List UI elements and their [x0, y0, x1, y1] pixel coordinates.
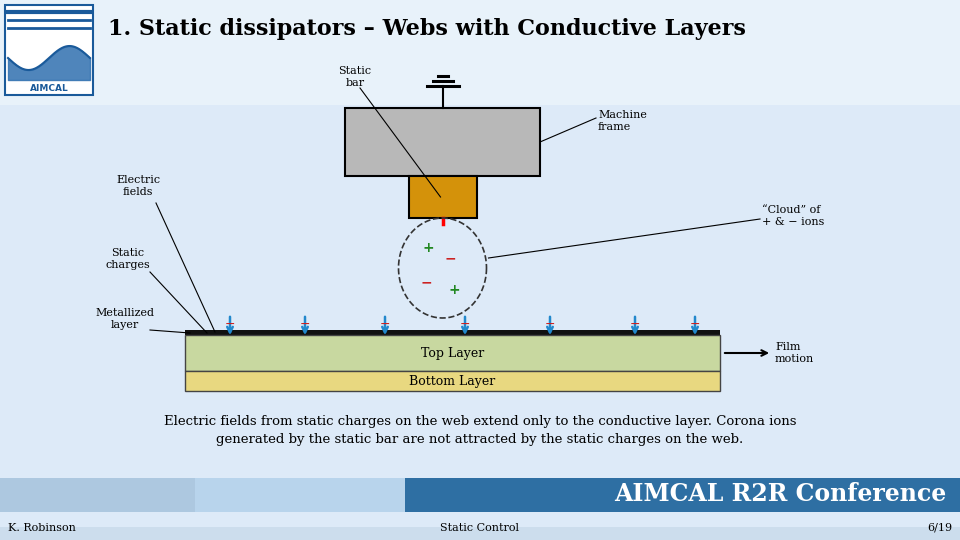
Bar — [0, 478, 195, 512]
Text: Electric fields from static charges on the web extend only to the conductive lay: Electric fields from static charges on t… — [164, 415, 796, 446]
Text: +: + — [448, 283, 460, 297]
Bar — [409, 176, 476, 218]
Text: 1. Static dissipators – Webs with Conductive Layers: 1. Static dissipators – Webs with Conduc… — [108, 18, 746, 40]
Text: Bottom Layer: Bottom Layer — [409, 375, 495, 388]
Text: −: − — [689, 318, 700, 330]
Bar — [185, 330, 720, 335]
Text: “Cloud” of
+ & − ions: “Cloud” of + & − ions — [762, 205, 825, 227]
Text: Static Control: Static Control — [441, 523, 519, 533]
Text: Metallized
layer: Metallized layer — [95, 308, 155, 329]
Text: −: − — [380, 318, 391, 330]
Text: AIMCAL R2R Conference: AIMCAL R2R Conference — [613, 482, 947, 506]
Text: Static
bar: Static bar — [339, 66, 372, 88]
Text: +: + — [422, 241, 434, 255]
Bar — [195, 478, 405, 512]
Text: Top Layer: Top Layer — [420, 347, 484, 360]
Bar — [185, 335, 720, 371]
Bar — [185, 371, 720, 391]
Text: −: − — [225, 318, 235, 330]
Text: Static
charges: Static charges — [106, 248, 151, 269]
Text: −: − — [460, 318, 470, 330]
Bar — [405, 478, 960, 512]
Text: AIMCAL: AIMCAL — [30, 84, 68, 93]
Text: −: − — [444, 251, 456, 265]
Text: Film
motion: Film motion — [775, 342, 814, 364]
Text: Electric
fields: Electric fields — [116, 175, 160, 197]
Bar — [0, 105, 960, 475]
Bar — [5, 5, 93, 95]
Bar — [0, 0, 960, 105]
Text: −: − — [420, 275, 432, 289]
Text: −: − — [300, 318, 310, 330]
Bar — [345, 108, 540, 176]
Text: Machine
frame: Machine frame — [598, 110, 647, 132]
Text: −: − — [544, 318, 555, 330]
Text: −: − — [630, 318, 640, 330]
Text: K. Robinson: K. Robinson — [8, 523, 76, 533]
Text: 6/19: 6/19 — [926, 523, 952, 533]
Bar — [0, 475, 960, 527]
